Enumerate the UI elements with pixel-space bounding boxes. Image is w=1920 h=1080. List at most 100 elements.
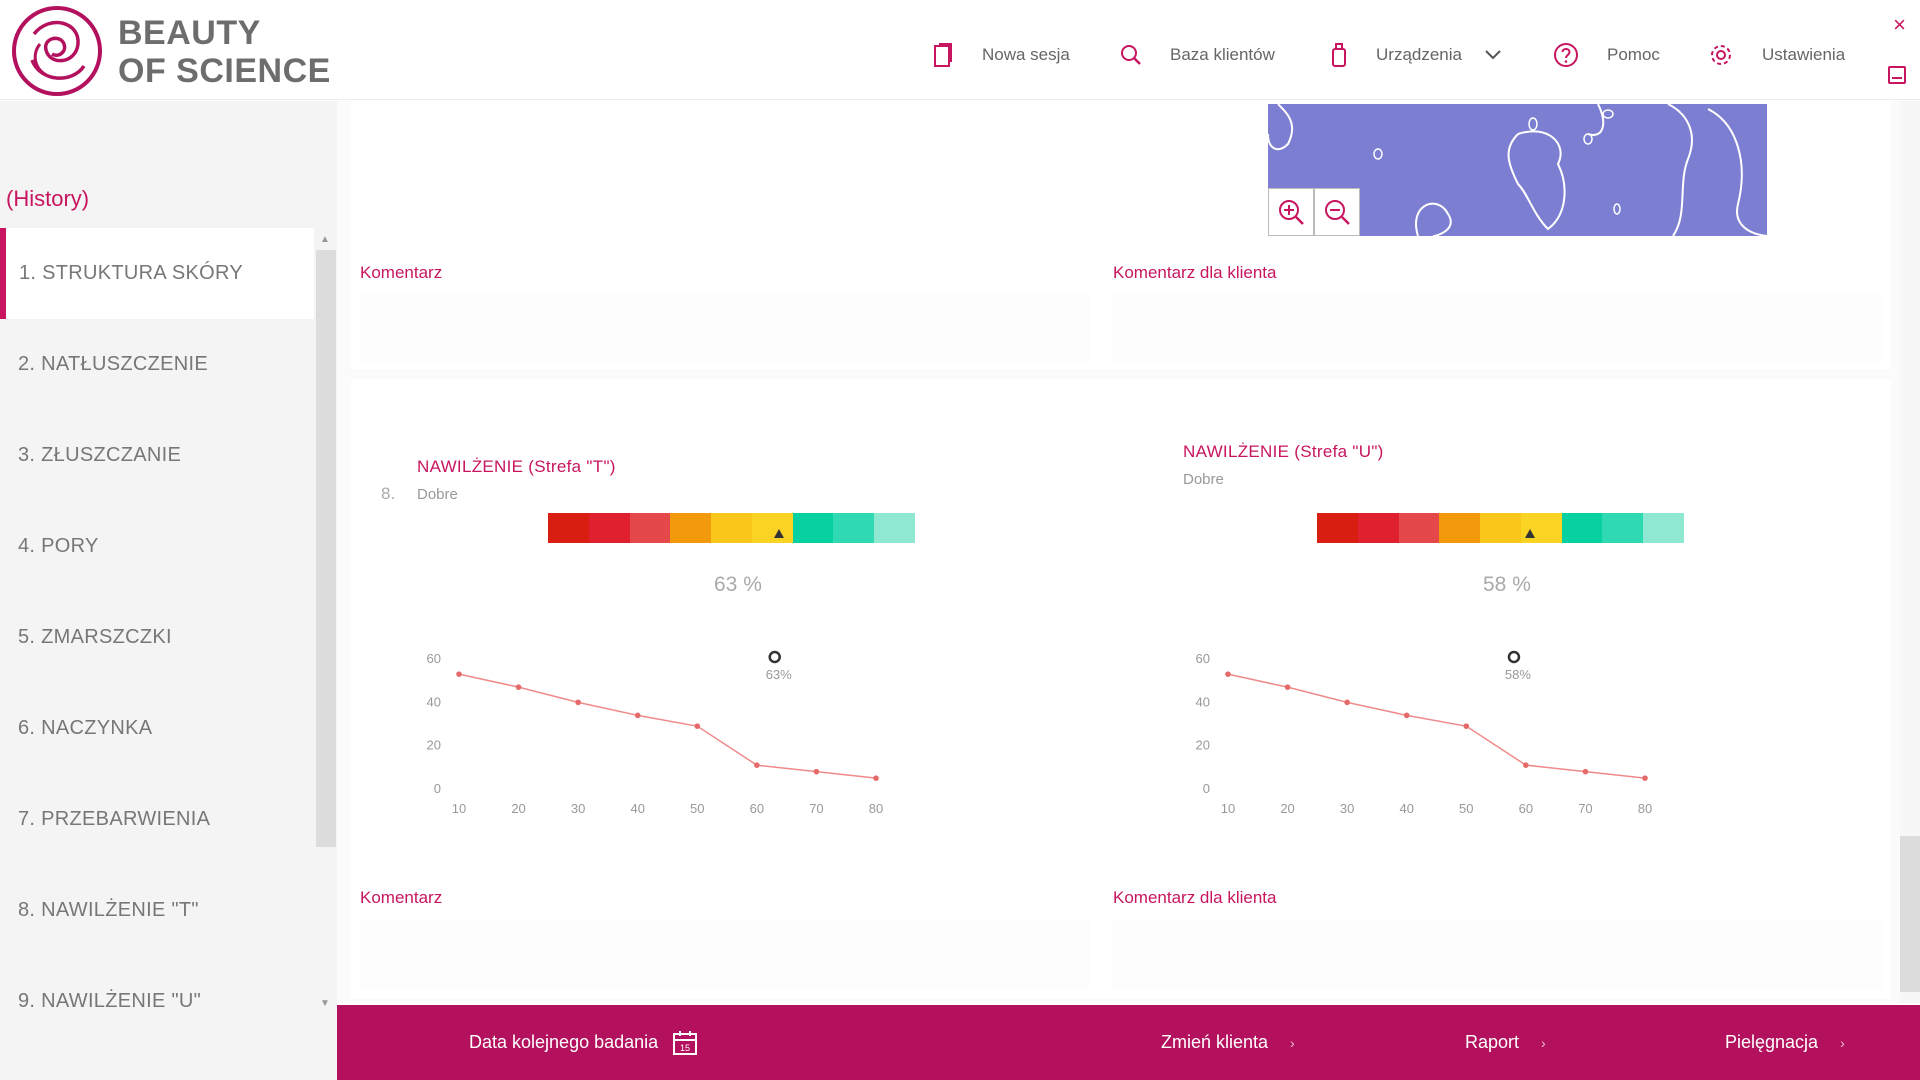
data-point (813, 768, 820, 775)
scale-segment (1602, 513, 1644, 543)
sidebar-item-hydration-u[interactable]: 9. NAWILŻENIE "U" (18, 990, 202, 1012)
scale-segment (1520, 513, 1562, 543)
device-icon (1332, 43, 1346, 67)
data-point (456, 671, 462, 677)
hydration-u-percent: 58 % (1483, 573, 1531, 596)
nav-settings[interactable]: Ustawienia (1708, 40, 1845, 70)
sidebar-scroll-down-icon[interactable]: ▼ (320, 998, 330, 1009)
x-tick-label: 70 (1578, 801, 1592, 814)
hydration-t-scale (548, 513, 916, 543)
result-card-top: Komentarz Komentarz dla klienta (351, 101, 1891, 369)
hydration-t-percent: 63 % (714, 573, 762, 596)
sidebar-item-discoloration[interactable]: 7. PRZEBARWIENIA (18, 808, 211, 830)
chevron-right-icon: › (1840, 1034, 1845, 1051)
history-label[interactable]: (History) (6, 186, 90, 211)
series-line (458, 673, 877, 779)
x-tick-label: 30 (1340, 801, 1354, 814)
hydration-t-title: NAWILŻENIE (Strefa "T") (417, 457, 616, 476)
sidebar-item-pores[interactable]: 4. PORY (18, 535, 99, 557)
bottom-action-bar: Data kolejnego badania 15 Zmień klienta … (337, 1005, 1920, 1080)
document-icon (934, 43, 952, 67)
data-point (1642, 775, 1648, 781)
scale-segment (792, 513, 834, 543)
help-icon (1554, 43, 1578, 67)
main-scrollbar[interactable] (1900, 101, 1920, 1003)
care-label: Pielęgnacja (1725, 1032, 1819, 1052)
sidebar-item-vessels[interactable]: 6. NACZYNKA (18, 717, 153, 739)
nav-new-session[interactable]: Nowa sesja (932, 40, 1070, 70)
scale-segment (588, 513, 630, 543)
sidebar-item-oiliness[interactable]: 2. NATŁUSZCZENIE (18, 353, 209, 375)
data-point (1582, 768, 1589, 775)
result-card-hydration: 8. NAWILŻENIE (Strefa "T") Dobre 63 % 0 2… (351, 379, 1891, 999)
current-value-label: 58% (1505, 667, 1531, 682)
sidebar-scroll-up-icon[interactable]: ▲ (320, 234, 330, 245)
main-scrollbar-thumb[interactable] (1900, 836, 1920, 992)
close-button[interactable]: × (1893, 12, 1906, 37)
scale-segment (548, 513, 589, 543)
x-tick-label: 50 (1459, 801, 1473, 814)
client-comment-field-top[interactable] (1113, 293, 1883, 363)
data-point (1344, 699, 1350, 706)
next-exam-date-label: Data kolejnego badania (469, 1032, 659, 1052)
brand-logo (12, 6, 102, 96)
zoom-out-button[interactable] (1314, 188, 1360, 236)
current-value-marker (768, 650, 781, 664)
next-exam-date-button[interactable]: Data kolejnego badania 15 (469, 1005, 698, 1080)
top-header: BEAUTY OF SCIENCE Nowa sesja Baza klient… (0, 0, 1920, 100)
care-button[interactable]: Pielęgnacja › (1725, 1005, 1845, 1080)
x-tick-label: 20 (1280, 801, 1294, 814)
hydration-u-chart: 0 20 40 60 10 20 30 40 50 60 70 80 58% (1196, 650, 1652, 814)
current-value-marker (1507, 650, 1521, 664)
comment-field-hydration[interactable] (360, 919, 1090, 989)
zoom-in-button[interactable] (1268, 188, 1314, 236)
data-point (1463, 723, 1470, 729)
scale-segment (833, 513, 875, 543)
hydration-u-scale (1317, 513, 1685, 543)
sidebar-item-wrinkles[interactable]: 5. ZMARSZCZKI (18, 626, 172, 648)
y-tick-label: 60 (1196, 651, 1210, 666)
nav-help[interactable]: Pomoc (1553, 40, 1660, 70)
hydration-t-rating: Dobre (417, 486, 458, 503)
report-button[interactable]: Raport › (1465, 1005, 1546, 1080)
data-point (515, 684, 522, 690)
scale-segment (629, 513, 671, 543)
sidebar-item-skin-structure[interactable]: 1. STRUKTURA SKÓRY (0, 228, 314, 319)
current-value-label: 63% (766, 667, 792, 682)
section-number: 8. (381, 484, 396, 503)
scale-segment (874, 513, 916, 543)
scale-segment (711, 513, 752, 543)
hydration-t-marker (774, 529, 785, 538)
chevron-down-icon (1485, 50, 1501, 60)
x-tick-label: 40 (630, 801, 644, 814)
nav-devices[interactable]: Urządzenia (1330, 40, 1502, 70)
scale-segment (1317, 513, 1358, 543)
scale-segment (751, 513, 793, 543)
sidebar-item-exfoliation[interactable]: 3. ZŁUSZCZANIE (18, 444, 182, 466)
hydration-u-rating: Dobre (1183, 471, 1224, 488)
y-tick-label: 40 (427, 694, 441, 709)
scale-segment (1561, 513, 1603, 543)
skin-map-contours (1268, 104, 1767, 236)
y-tick-label: 0 (434, 781, 441, 796)
x-tick-label: 10 (1221, 801, 1235, 814)
nav-client-base[interactable]: Baza klientów (1120, 40, 1275, 70)
sidebar-section-list: 1. STRUKTURA SKÓRY 2. NATŁUSZCZENIE 3. Z… (0, 228, 314, 1047)
minimize-button[interactable] (1888, 66, 1906, 84)
client-comment-field-hydration[interactable] (1113, 919, 1883, 989)
nav-new-session-label: Nowa sesja (982, 45, 1070, 64)
x-tick-label: 60 (1519, 801, 1533, 814)
data-point (873, 775, 879, 781)
chevron-right-icon: › (1290, 1034, 1295, 1051)
change-client-button[interactable]: Zmień klienta › (1161, 1005, 1295, 1080)
hydration-u-title: NAWILŻENIE (Strefa "U") (1183, 442, 1384, 461)
calendar-icon: 15 (673, 1030, 698, 1055)
data-point (1403, 712, 1410, 719)
sidebar-scrollbar[interactable] (316, 250, 336, 847)
client-comment-label-hydration: Komentarz dla klienta (1113, 888, 1277, 907)
report-label: Raport (1465, 1032, 1520, 1052)
data-point (1523, 762, 1529, 768)
scale-segment (1357, 513, 1399, 543)
sidebar-item-hydration-t[interactable]: 8. NAWILŻENIE "T" (18, 899, 199, 921)
comment-field-top[interactable] (360, 293, 1090, 363)
